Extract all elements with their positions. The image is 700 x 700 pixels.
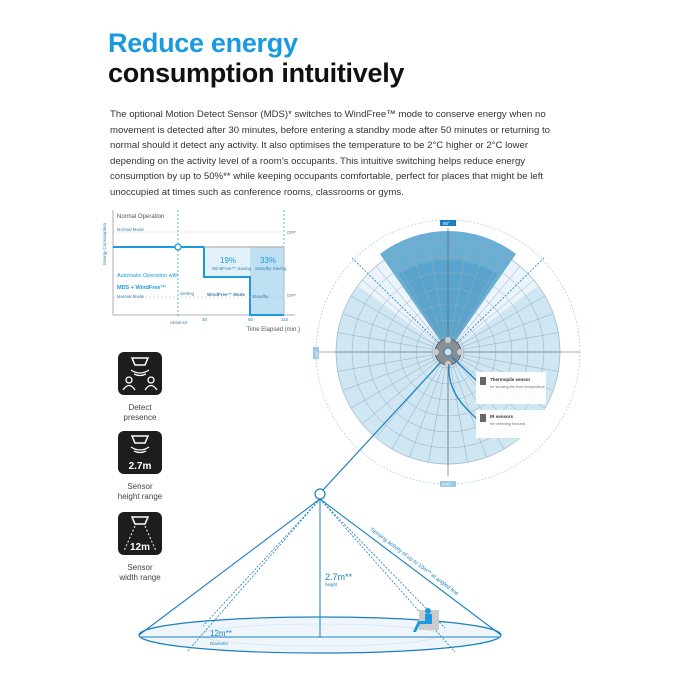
height-label: height bbox=[325, 582, 338, 587]
polar-spoke bbox=[337, 351, 449, 372]
polar-spoke bbox=[362, 279, 449, 353]
right-val1: OFF bbox=[287, 230, 296, 235]
polar-spoke bbox=[447, 351, 534, 425]
polar-spoke bbox=[350, 351, 449, 409]
chart-ylabel: Energy Consumption bbox=[102, 222, 107, 265]
tick-30: 30 bbox=[202, 317, 208, 322]
body-paragraph: The optional Motion Detect Sensor (MDS)*… bbox=[110, 109, 550, 198]
seg-setting: Setting bbox=[180, 291, 195, 296]
feature-label-presence: Detect presence bbox=[100, 403, 180, 423]
tick-end: 110 bbox=[281, 317, 289, 322]
polar-spoke bbox=[375, 266, 449, 353]
polar-spoke bbox=[362, 351, 449, 425]
polar-ring bbox=[383, 287, 513, 417]
polar-spoke bbox=[447, 246, 487, 353]
ir-sensor-icon bbox=[480, 414, 486, 422]
polar-spoke bbox=[375, 351, 449, 438]
diameter-label: Diameter bbox=[210, 641, 229, 646]
auto-normal-mode: Normal Mode bbox=[117, 294, 145, 299]
right-val2: OFF bbox=[287, 293, 296, 298]
polar-ring bbox=[431, 335, 465, 369]
detect-presence-icon bbox=[118, 352, 162, 395]
polar-ring bbox=[335, 239, 561, 465]
tick-50: 50 bbox=[248, 317, 254, 322]
polar-spoke bbox=[447, 351, 554, 391]
normal-mode-label: Normal Mode bbox=[117, 227, 145, 232]
feature-label-line: width range bbox=[119, 573, 161, 582]
heading-line2: consumption intuitively bbox=[108, 58, 405, 88]
polar-spoke bbox=[447, 313, 554, 353]
saving1-value: 19% bbox=[220, 256, 236, 265]
thermopile-sensor-icon bbox=[480, 377, 486, 385]
auto-label2: MDS + WindFree™ bbox=[117, 285, 166, 291]
sensor-unit-icon bbox=[434, 338, 462, 366]
polar-spoke bbox=[447, 254, 505, 353]
sensor-height-icon: 2.7m bbox=[118, 431, 162, 474]
feature-label-line: Sensor bbox=[127, 563, 153, 572]
sensor-width-icon: 12m bbox=[118, 512, 162, 555]
top-badge: 90° bbox=[443, 221, 450, 226]
callout2-title: IR sensors bbox=[490, 414, 514, 419]
polar-spoke bbox=[447, 351, 505, 450]
callout2-text: for detecting humans bbox=[490, 422, 526, 426]
polar-spoke bbox=[342, 351, 449, 391]
height-icon-value: 2.7m bbox=[129, 461, 152, 472]
saving2-label: Standby Saving bbox=[255, 266, 287, 271]
seg-windfree: WindFree™ Mode bbox=[207, 292, 245, 297]
polar-spoke bbox=[447, 351, 468, 463]
polar-spoke bbox=[447, 295, 546, 353]
polar-spoke bbox=[447, 351, 546, 409]
polar-spoke bbox=[409, 351, 449, 458]
height-value: 2.7m** bbox=[325, 572, 353, 582]
width-icon-value: 12m bbox=[130, 542, 150, 553]
polar-spoke bbox=[447, 351, 487, 458]
polar-spoke bbox=[337, 332, 449, 353]
diameter-value: 12m** bbox=[210, 629, 232, 638]
polar-ring bbox=[415, 319, 481, 385]
polar-spoke bbox=[428, 351, 449, 463]
feature-label-height: Sensor height range bbox=[100, 482, 180, 502]
bottom-badge: 270° bbox=[442, 482, 452, 487]
auto-label: Automatic Operation with bbox=[117, 273, 178, 279]
polar-spoke bbox=[447, 279, 534, 353]
left-badge: 180° bbox=[315, 350, 319, 358]
polar-spoke bbox=[447, 241, 468, 353]
polar-spoke bbox=[447, 351, 521, 438]
sensing-cone: 2.7m** height 12m** Diameter Sensing act… bbox=[138, 488, 502, 654]
polar-spoke bbox=[447, 266, 521, 353]
polar-spoke bbox=[350, 295, 449, 353]
callout1-text: for sensing the floor temperature bbox=[490, 385, 545, 389]
operation-chart: Energy Consumption Normal Operation Norm… bbox=[102, 210, 300, 333]
slant-text: Sensing activity of up to 10m** at angle… bbox=[369, 527, 460, 597]
polar-spoke bbox=[391, 254, 449, 353]
xlabel-absence: Absence bbox=[170, 320, 188, 325]
polar-ring bbox=[351, 255, 545, 449]
seated-person-icon bbox=[413, 608, 439, 632]
xlabel-time: Time Elapsed (min.) bbox=[247, 327, 300, 333]
feature-label-line: height range bbox=[117, 492, 163, 501]
feature-label-line: presence bbox=[123, 413, 157, 422]
seg-standby: Standby bbox=[252, 294, 269, 299]
feature-label-width: Sensor width range bbox=[100, 563, 180, 583]
polar-spoke bbox=[391, 351, 449, 450]
polar-spoke bbox=[428, 241, 449, 353]
feature-label-line: Detect bbox=[128, 403, 152, 412]
polar-spoke bbox=[342, 313, 449, 353]
polar-spoke bbox=[447, 332, 559, 353]
polar-spoke bbox=[447, 351, 559, 372]
feature-label-line: Sensor bbox=[127, 482, 153, 491]
normal-operation-label: Normal Operation bbox=[117, 214, 164, 220]
callout1-title: Thermopile sensor bbox=[490, 377, 531, 382]
polar-ring bbox=[399, 303, 497, 401]
polar-diagram: 90° 180° 270° Thermopile sensor for sens… bbox=[313, 219, 581, 491]
saving1-label: WindFree™ Saving bbox=[212, 266, 252, 271]
polar-spoke bbox=[409, 246, 449, 353]
polar-ring bbox=[367, 271, 529, 433]
saving2-value: 33% bbox=[260, 256, 276, 265]
ceiling-sensor-icon bbox=[314, 488, 326, 500]
heading-line1: Reduce energy bbox=[108, 28, 298, 58]
